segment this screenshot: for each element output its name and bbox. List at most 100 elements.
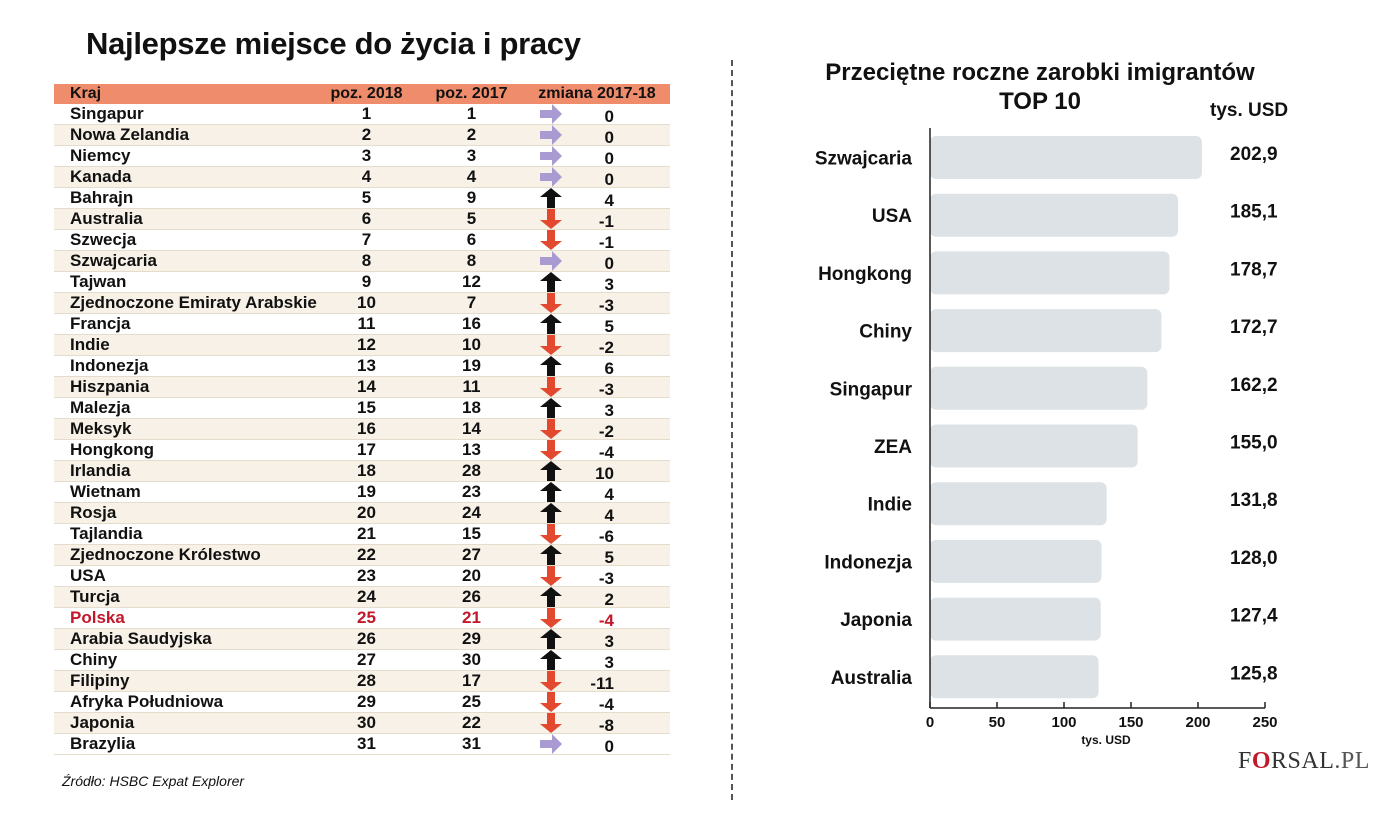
country-cell: Australia bbox=[54, 208, 314, 230]
pos-2017-cell: 7 bbox=[419, 292, 524, 314]
table-row: Zjednoczone Królestwo 22 27 5 bbox=[54, 544, 670, 567]
change-cell: 4 bbox=[524, 187, 670, 210]
change-value: 4 bbox=[604, 191, 614, 210]
right-title-line2: TOP 10 bbox=[999, 88, 1081, 115]
arrow-down-icon bbox=[540, 608, 562, 628]
x-axis-label: tys. USD bbox=[1081, 733, 1131, 747]
country-cell: Polska bbox=[54, 607, 314, 629]
pos-2017-cell: 14 bbox=[419, 418, 524, 440]
country-cell: Niemcy bbox=[54, 145, 314, 167]
change-cell: -3 bbox=[524, 292, 670, 315]
pos-2018-cell: 1 bbox=[314, 104, 419, 125]
pos-2017-cell: 1 bbox=[419, 104, 524, 125]
pos-2018-cell: 17 bbox=[314, 439, 419, 461]
pos-2018-cell: 2 bbox=[314, 124, 419, 146]
pos-2017-cell: 26 bbox=[419, 586, 524, 608]
change-value: -2 bbox=[598, 338, 614, 357]
change-cell: 0 bbox=[524, 124, 670, 147]
pos-2018-cell: 23 bbox=[314, 565, 419, 587]
pos-2017-cell: 27 bbox=[419, 544, 524, 566]
country-cell: Filipiny bbox=[54, 670, 314, 692]
pos-2018-cell: 3 bbox=[314, 145, 419, 167]
arrow-down-icon bbox=[540, 230, 562, 250]
bar-zea bbox=[930, 424, 1138, 468]
pos-2018-cell: 24 bbox=[314, 586, 419, 608]
source-note: Źródło: HSBC Expat Explorer bbox=[62, 773, 245, 789]
pos-2017-cell: 8 bbox=[419, 250, 524, 272]
logo-text-f: F bbox=[1238, 748, 1252, 774]
change-cell: 5 bbox=[524, 544, 670, 567]
change-value: 4 bbox=[604, 506, 614, 525]
pos-2017-cell: 17 bbox=[419, 670, 524, 692]
arrow-down-icon bbox=[540, 524, 562, 544]
change-value: -6 bbox=[598, 527, 614, 546]
pos-2017-cell: 29 bbox=[419, 628, 524, 650]
change-value: -11 bbox=[590, 674, 614, 693]
change-value: 10 bbox=[595, 464, 614, 483]
pos-2017-cell: 5 bbox=[419, 208, 524, 230]
country-cell: Hongkong bbox=[54, 439, 314, 461]
table-row: Malezja 15 18 3 bbox=[54, 397, 670, 420]
change-cell: 0 bbox=[524, 733, 670, 756]
pos-2018-cell: 15 bbox=[314, 397, 419, 419]
pos-2018-cell: 7 bbox=[314, 229, 419, 251]
pos-2017-cell: 19 bbox=[419, 355, 524, 377]
change-value: 5 bbox=[604, 548, 614, 567]
country-cell: Szwajcaria bbox=[54, 250, 314, 272]
arrow-down-icon bbox=[540, 713, 562, 733]
country-cell: Turcja bbox=[54, 586, 314, 608]
bar-singapur bbox=[930, 366, 1148, 410]
category-label: Japonia bbox=[840, 610, 912, 631]
logo-text-rsal: RSAL bbox=[1271, 748, 1335, 774]
arrow-up-icon bbox=[540, 356, 562, 376]
pos-2017-cell: 31 bbox=[419, 733, 524, 755]
country-cell: Chiny bbox=[54, 649, 314, 671]
table-row: Hongkong 17 13 -4 bbox=[54, 439, 670, 462]
pos-2017-cell: 10 bbox=[419, 334, 524, 356]
arrow-up-icon bbox=[540, 314, 562, 334]
category-label: Indie bbox=[868, 495, 912, 516]
bar-usa bbox=[930, 193, 1179, 237]
arrow-down-icon bbox=[540, 419, 562, 439]
pos-2017-cell: 6 bbox=[419, 229, 524, 251]
pos-2017-cell: 22 bbox=[419, 712, 524, 734]
x-tick-label: 200 bbox=[1185, 714, 1210, 731]
table-row: Singapur 1 1 0 bbox=[54, 104, 670, 126]
change-cell: 3 bbox=[524, 628, 670, 651]
country-cell: Zjednoczone Królestwo bbox=[54, 544, 314, 566]
change-value: -4 bbox=[598, 443, 614, 462]
pos-2018-cell: 26 bbox=[314, 628, 419, 650]
table-row: Tajlandia 21 15 -6 bbox=[54, 523, 670, 546]
table-row: Indonezja 13 19 6 bbox=[54, 355, 670, 378]
pos-2017-cell: 4 bbox=[419, 166, 524, 188]
pos-2018-cell: 25 bbox=[314, 607, 419, 629]
bar-indie bbox=[930, 482, 1107, 526]
category-label: Singapur bbox=[830, 379, 913, 400]
table-row: Australia 6 5 -1 bbox=[54, 208, 670, 231]
change-value: 0 bbox=[604, 254, 614, 273]
value-label: 127,4 bbox=[1230, 606, 1278, 627]
bar-chiny bbox=[930, 309, 1162, 353]
change-cell: -11 bbox=[524, 670, 670, 693]
pos-2017-cell: 18 bbox=[419, 397, 524, 419]
header-pos-2018: poz. 2018 bbox=[314, 84, 419, 104]
value-label: 125,8 bbox=[1230, 663, 1278, 684]
arrow-up-icon bbox=[540, 482, 562, 502]
pos-2018-cell: 4 bbox=[314, 166, 419, 188]
pos-2017-cell: 24 bbox=[419, 502, 524, 524]
pos-2018-cell: 8 bbox=[314, 250, 419, 272]
table-row: Irlandia 18 28 10 bbox=[54, 460, 670, 483]
change-cell: 3 bbox=[524, 397, 670, 420]
arrow-right-icon bbox=[540, 146, 562, 166]
pos-2017-cell: 15 bbox=[419, 523, 524, 545]
country-cell: Francja bbox=[54, 313, 314, 335]
table-row: Filipiny 28 17 -11 bbox=[54, 670, 670, 693]
unit-label-top: tys. USD bbox=[1210, 100, 1289, 121]
pos-2018-cell: 18 bbox=[314, 460, 419, 482]
country-cell: Brazylia bbox=[54, 733, 314, 755]
arrow-right-icon bbox=[540, 125, 562, 145]
pos-2017-cell: 16 bbox=[419, 313, 524, 335]
change-value: -2 bbox=[598, 422, 614, 441]
arrow-down-icon bbox=[540, 566, 562, 586]
change-cell: 3 bbox=[524, 271, 670, 294]
